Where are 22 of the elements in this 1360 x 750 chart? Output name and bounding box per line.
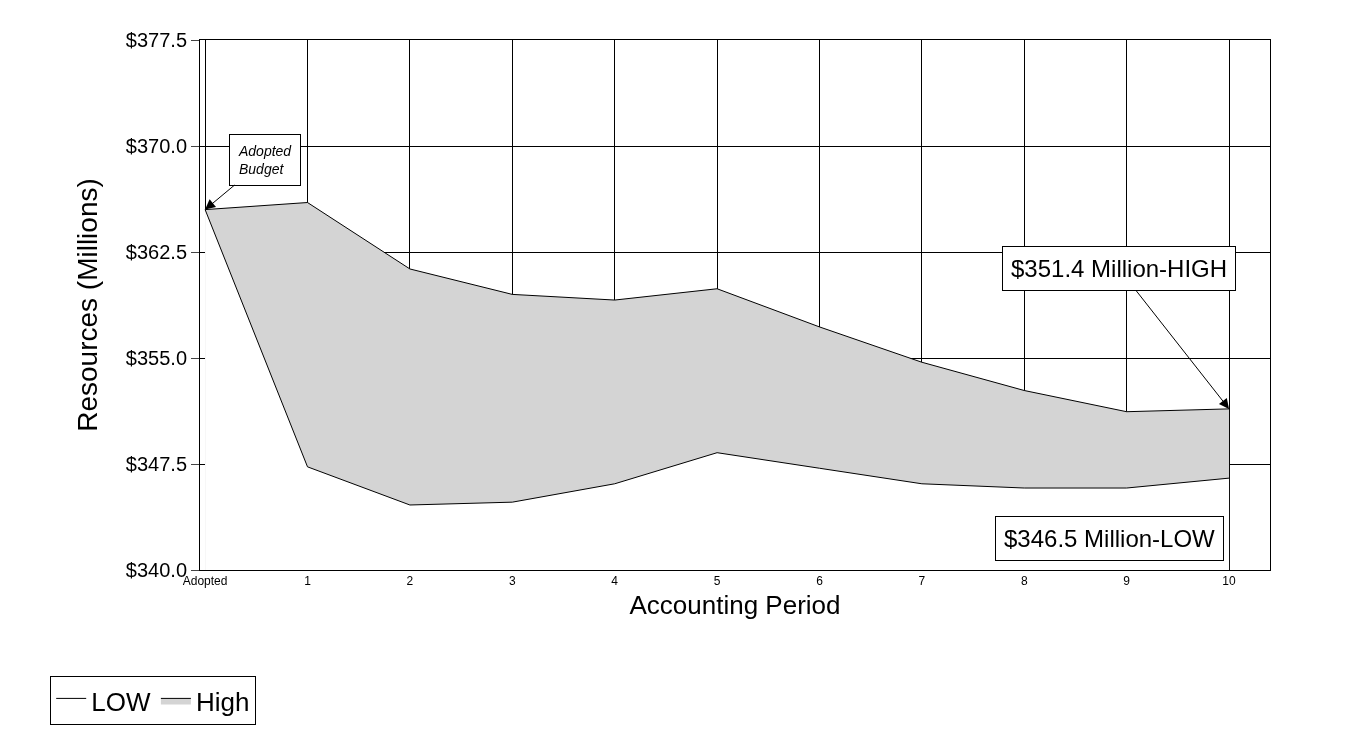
- y-tick-label: $355.0: [125, 347, 187, 369]
- x-tick-label: 10: [1222, 574, 1237, 589]
- y-tick-label: $377.5: [125, 29, 187, 51]
- legend-label: High: [195, 686, 250, 717]
- annotation: $346.5 Million-LOW: [1004, 525, 1216, 552]
- x-tick-label: 2: [406, 574, 414, 589]
- x-tick-label: 1: [304, 574, 312, 589]
- y-tick-label: $362.5: [125, 241, 187, 263]
- x-tick-label: 9: [1123, 574, 1131, 589]
- y-tick-label: $370.0: [125, 135, 187, 157]
- annotation: $351.4 Million-HIGH: [1011, 255, 1228, 282]
- x-tick-label: 6: [816, 574, 824, 589]
- annotation: Adopted Budget: [238, 143, 293, 178]
- legend-label: LOW: [91, 686, 151, 717]
- x-tick-label: 7: [918, 574, 926, 589]
- y-axis-title: Resources (Millions): [71, 178, 103, 432]
- x-tick-label: 8: [1020, 574, 1028, 589]
- x-tick-label: 4: [611, 574, 619, 589]
- x-tick-label: 3: [508, 574, 516, 589]
- y-tick-label: $347.5: [125, 453, 187, 475]
- x-tick-label: 5: [713, 574, 721, 589]
- x-axis-title: Accounting Period: [629, 590, 841, 621]
